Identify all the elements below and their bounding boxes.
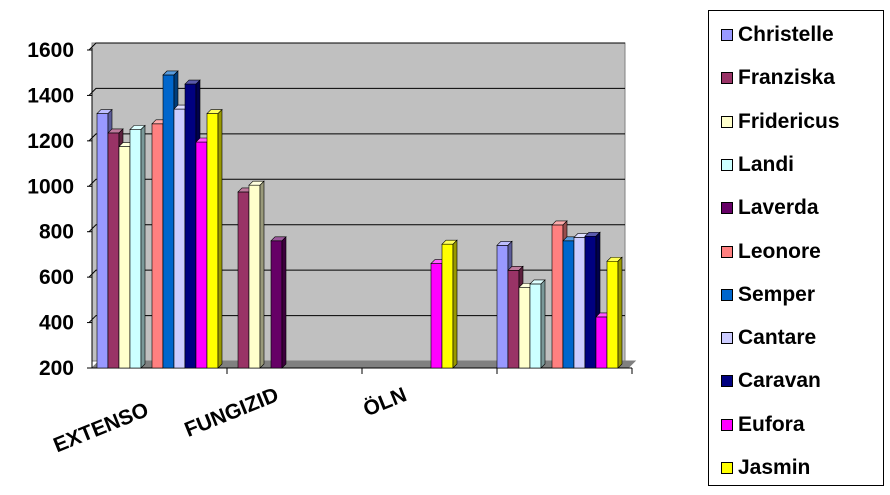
- bar-front: [96, 113, 109, 369]
- bar-front: [237, 191, 250, 369]
- legend-label: Caravan: [738, 369, 821, 393]
- bar-front: [507, 270, 520, 369]
- x-tick-label: ÖLN: [360, 383, 410, 421]
- legend-label: Laverda: [738, 196, 819, 220]
- gridline: [88, 87, 625, 96]
- gridline: [88, 224, 625, 233]
- y-tick-label: 600: [39, 266, 74, 289]
- bar-side: [617, 256, 623, 369]
- bar-front: [173, 108, 186, 369]
- legend-swatch: [721, 115, 733, 128]
- legend-item: Franziska: [721, 66, 835, 90]
- legend-item: Jasmin: [721, 456, 811, 479]
- legend-label: Christelle: [738, 23, 834, 46]
- legend-label: Jasmin: [738, 456, 811, 479]
- x-tick-label: FUNGIZID: [181, 383, 282, 441]
- legend-swatch: [721, 288, 733, 301]
- x-tick-label: EXTENSO: [50, 398, 152, 457]
- bar-side: [217, 108, 223, 369]
- legend-item: Fridericus: [721, 109, 840, 133]
- legend-label: Eufora: [738, 412, 805, 436]
- bar-side: [281, 236, 287, 369]
- bar-front: [584, 235, 597, 369]
- bar-front: [562, 240, 575, 369]
- bar: [529, 279, 546, 369]
- bar-front: [573, 237, 586, 369]
- bar: [206, 108, 223, 369]
- bar-front: [184, 83, 197, 369]
- gridline: [88, 178, 625, 187]
- legend-item: Laverda: [721, 196, 819, 220]
- chart-legend: Christelle Franziska Fridericus Landi Laverd…: [708, 10, 884, 486]
- bar-front: [118, 146, 131, 369]
- legend-swatch: [721, 158, 733, 171]
- bar-front: [107, 132, 120, 369]
- legend-swatch: [721, 462, 733, 474]
- bar-front: [441, 243, 454, 369]
- legend-swatch: [721, 72, 733, 85]
- legend-item: Leonore: [721, 239, 821, 263]
- bar-front: [129, 129, 142, 369]
- legend-item: Semper: [721, 282, 816, 306]
- bar-front: [518, 287, 531, 369]
- bar-front: [162, 74, 175, 369]
- bar-front: [195, 141, 208, 369]
- y-tick-label: 1600: [27, 39, 74, 62]
- y-tick-label: 1400: [27, 84, 74, 107]
- bar-side: [452, 239, 458, 369]
- legend-item: Cantare: [721, 326, 817, 350]
- legend-swatch: [721, 29, 733, 41]
- bar-side: [259, 180, 265, 369]
- y-tick-label: 200: [39, 357, 74, 380]
- legend-label: Leonore: [738, 239, 821, 263]
- bar-front: [496, 245, 509, 369]
- bar-front: [595, 316, 608, 369]
- bar-front: [248, 184, 261, 369]
- legend-label: Franziska: [738, 66, 835, 90]
- legend-item: Caravan: [721, 369, 821, 393]
- gridline: [88, 42, 625, 51]
- bar-front: [430, 263, 443, 369]
- y-tick-label: 1000: [27, 175, 74, 198]
- bar-front: [206, 113, 219, 369]
- bar-front: [270, 240, 283, 369]
- legend-swatch: [721, 202, 733, 215]
- y-tick-label: 1200: [27, 130, 74, 153]
- bar-front: [606, 260, 619, 369]
- legend-label: Fridericus: [738, 109, 840, 133]
- y-tick-label: 800: [39, 221, 74, 244]
- bar: [606, 256, 623, 369]
- bar: [441, 239, 458, 369]
- bar: [129, 124, 146, 369]
- bar-side: [140, 124, 146, 369]
- y-tick-label: 400: [39, 312, 74, 335]
- legend-label: Semper: [738, 282, 816, 306]
- legend-label: Landi: [738, 152, 794, 176]
- bar-front: [529, 283, 542, 369]
- bar-side: [540, 279, 546, 369]
- legend-swatch: [721, 375, 733, 388]
- legend-label: Cantare: [738, 326, 817, 350]
- legend-swatch: [721, 418, 733, 431]
- bar: [248, 180, 265, 369]
- legend-item: Landi: [721, 152, 794, 176]
- legend-swatch: [721, 332, 733, 345]
- legend-item: Eufora: [721, 412, 805, 436]
- bar-front: [151, 123, 164, 369]
- bar-front: [551, 224, 564, 369]
- bar: [270, 236, 287, 369]
- legend-item: Christelle: [721, 23, 834, 46]
- gridline: [88, 133, 625, 142]
- legend-swatch: [721, 245, 733, 258]
